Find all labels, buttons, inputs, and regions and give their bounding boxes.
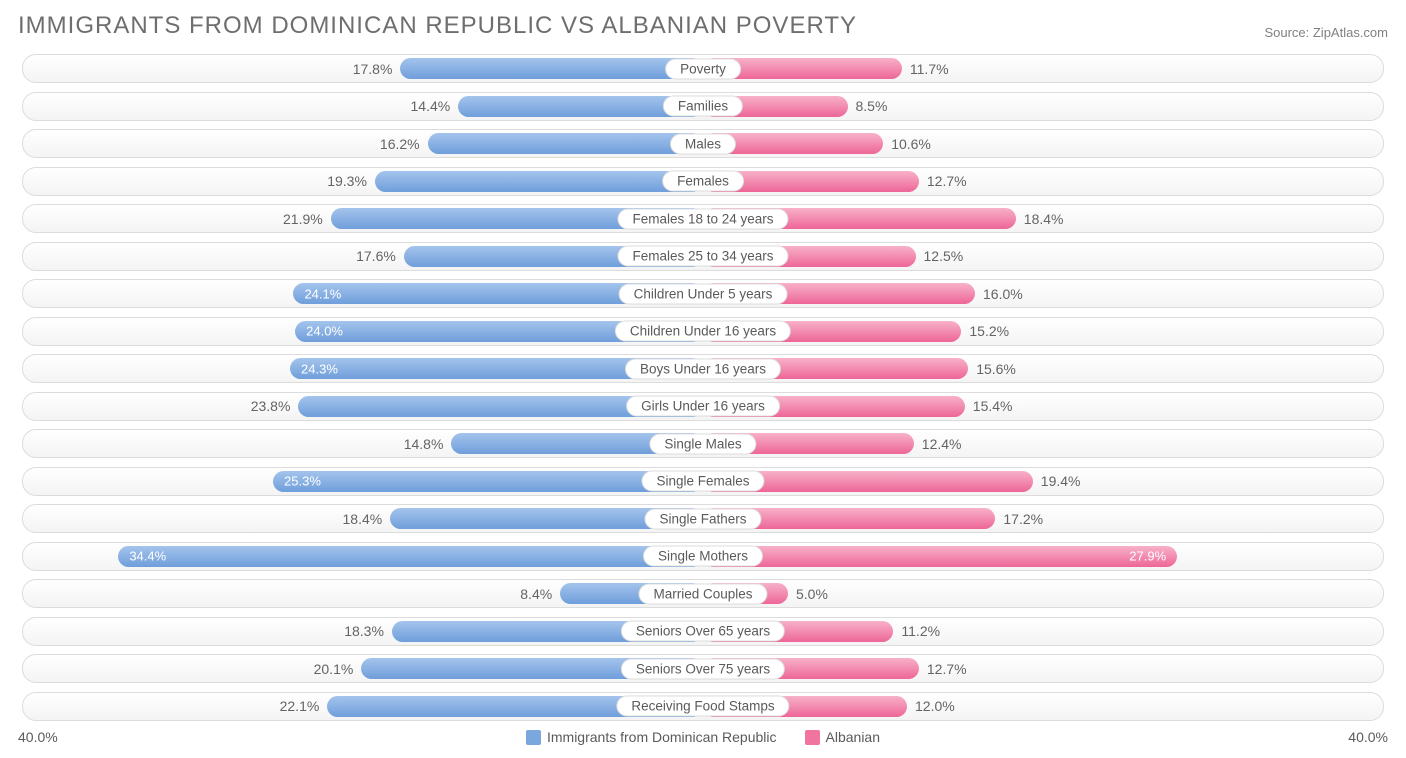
value-label-left: 25.3%: [284, 474, 321, 489]
legend-swatch-right: [805, 730, 820, 745]
bar-right: [703, 546, 1177, 567]
value-label-left: 16.2%: [380, 136, 420, 152]
bar-left: [273, 471, 703, 492]
chart-row: 17.6% 12.5% Females 25 to 34 years: [22, 242, 1384, 271]
chart-row: 22.1% 12.0% Receiving Food Stamps: [22, 692, 1384, 721]
chart-row: 14.8% 12.4% Single Males: [22, 429, 1384, 458]
category-label: Single Males: [649, 433, 756, 454]
value-label-right: 12.0%: [915, 698, 955, 714]
category-label: Children Under 5 years: [619, 283, 788, 304]
value-label-right: 15.4%: [973, 398, 1013, 414]
source-attribution: Source: ZipAtlas.com: [1264, 25, 1388, 40]
chart-row: 25.3% 19.4% Single Females: [22, 467, 1384, 496]
value-label-right: 12.5%: [924, 248, 964, 264]
category-label: Single Mothers: [643, 546, 763, 567]
category-label: Boys Under 16 years: [625, 358, 781, 379]
value-label-right: 11.7%: [910, 61, 949, 77]
value-label-right: 27.9%: [1129, 549, 1166, 564]
chart-row: 8.4% 5.0% Married Couples: [22, 579, 1384, 608]
chart-row: 24.3% 15.6% Boys Under 16 years: [22, 354, 1384, 383]
value-label-right: 12.7%: [927, 661, 967, 677]
value-label-right: 11.2%: [901, 623, 940, 639]
chart-row: 21.9% 18.4% Females 18 to 24 years: [22, 204, 1384, 233]
value-label-right: 12.4%: [922, 436, 962, 452]
chart-row: 24.0% 15.2% Children Under 16 years: [22, 317, 1384, 346]
category-label: Receiving Food Stamps: [616, 696, 789, 717]
chart-row: 34.4% 27.9% Single Mothers: [22, 542, 1384, 571]
value-label-left: 14.8%: [404, 436, 444, 452]
legend-label-left: Immigrants from Dominican Republic: [547, 729, 777, 745]
value-label-left: 14.4%: [411, 98, 451, 114]
legend: Immigrants from Dominican Republic Alban…: [98, 729, 1308, 745]
category-label: Seniors Over 75 years: [621, 658, 785, 679]
chart-title: IMMIGRANTS FROM DOMINICAN REPUBLIC VS AL…: [18, 12, 857, 40]
value-label-left: 21.9%: [283, 211, 323, 227]
value-label-left: 34.4%: [129, 549, 166, 564]
source-prefix: Source:: [1264, 25, 1312, 40]
value-label-left: 17.8%: [353, 61, 393, 77]
legend-swatch-left: [526, 730, 541, 745]
value-label-right: 8.5%: [856, 98, 888, 114]
source-name: ZipAtlas.com: [1313, 25, 1388, 40]
category-label: Girls Under 16 years: [626, 396, 780, 417]
chart-row: 23.8% 15.4% Girls Under 16 years: [22, 392, 1384, 421]
value-label-right: 16.0%: [983, 286, 1023, 302]
value-label-left: 22.1%: [280, 698, 320, 714]
value-label-right: 10.6%: [891, 136, 931, 152]
category-label: Poverty: [665, 58, 741, 79]
value-label-right: 18.4%: [1024, 211, 1064, 227]
category-label: Families: [663, 96, 743, 117]
axis-max-left: 40.0%: [18, 729, 98, 745]
chart-row: 18.3% 11.2% Seniors Over 65 years: [22, 617, 1384, 646]
category-label: Seniors Over 65 years: [621, 621, 785, 642]
category-label: Single Females: [641, 471, 764, 492]
bar-left: [118, 546, 703, 567]
chart-row: 17.8% 11.7% Poverty: [22, 54, 1384, 83]
legend-item-left: Immigrants from Dominican Republic: [526, 729, 777, 745]
axis-max-right: 40.0%: [1308, 729, 1388, 745]
value-label-left: 19.3%: [327, 173, 367, 189]
category-label: Married Couples: [638, 583, 767, 604]
bar-left: [375, 171, 703, 192]
value-label-left: 20.1%: [314, 661, 354, 677]
category-label: Children Under 16 years: [615, 321, 791, 342]
value-label-left: 18.4%: [343, 511, 383, 527]
diverging-bar-chart: 17.8%11.7%Poverty14.4%8.5%Families16.2%1…: [18, 54, 1388, 721]
value-label-right: 12.7%: [927, 173, 967, 189]
category-label: Females: [662, 171, 744, 192]
legend-label-right: Albanian: [826, 729, 881, 745]
value-label-right: 19.4%: [1041, 473, 1081, 489]
legend-item-right: Albanian: [805, 729, 881, 745]
value-label-right: 5.0%: [796, 586, 828, 602]
value-label-left: 24.0%: [306, 324, 343, 339]
bar-left: [428, 133, 703, 154]
bar-left: [400, 58, 703, 79]
category-label: Females 25 to 34 years: [617, 246, 788, 267]
value-label-left: 17.6%: [356, 248, 396, 264]
category-label: Males: [670, 133, 736, 154]
chart-row: 14.4% 8.5% Families: [22, 92, 1384, 121]
value-label-left: 18.3%: [344, 623, 384, 639]
value-label-right: 15.6%: [976, 361, 1016, 377]
category-label: Single Fathers: [644, 508, 761, 529]
category-label: Females 18 to 24 years: [617, 208, 788, 229]
value-label-left: 24.3%: [301, 361, 338, 376]
chart-row: 24.1% 16.0% Children Under 5 years: [22, 279, 1384, 308]
value-label-left: 23.8%: [251, 398, 291, 414]
chart-row: 16.2% 10.6% Males: [22, 129, 1384, 158]
value-label-left: 24.1%: [304, 286, 341, 301]
chart-row: 18.4% 17.2% Single Fathers: [22, 504, 1384, 533]
value-label-left: 8.4%: [520, 586, 552, 602]
chart-row: 19.3% 12.7% Females: [22, 167, 1384, 196]
chart-row: 20.1% 12.7% Seniors Over 75 years: [22, 654, 1384, 683]
value-label-right: 15.2%: [969, 323, 1009, 339]
value-label-right: 17.2%: [1003, 511, 1043, 527]
